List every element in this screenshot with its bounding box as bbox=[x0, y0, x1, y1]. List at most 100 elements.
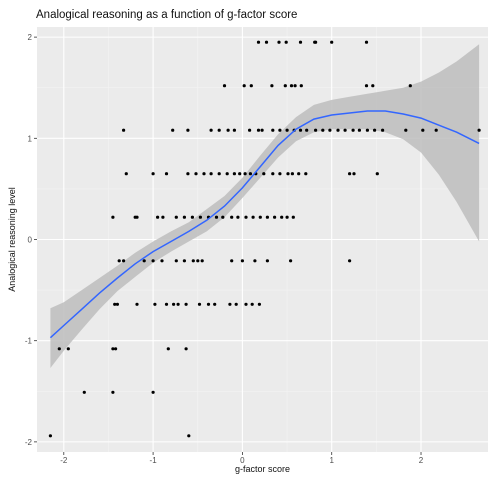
data-point bbox=[221, 215, 225, 219]
data-point bbox=[232, 172, 236, 176]
data-point bbox=[348, 259, 352, 263]
data-point bbox=[142, 259, 146, 263]
x-tick-label: -2 bbox=[60, 456, 68, 465]
data-point bbox=[184, 347, 188, 351]
x-axis-title: g-factor score bbox=[235, 464, 290, 474]
data-point bbox=[222, 84, 227, 88]
data-point bbox=[248, 172, 252, 176]
data-point bbox=[289, 84, 294, 88]
data-point bbox=[328, 128, 332, 132]
data-point bbox=[182, 215, 186, 219]
data-point bbox=[111, 390, 115, 394]
x-tick-label: 2 bbox=[419, 456, 424, 465]
data-point bbox=[209, 172, 213, 176]
data-point bbox=[240, 259, 244, 263]
data-point bbox=[286, 172, 290, 176]
data-point bbox=[114, 347, 118, 351]
data-point bbox=[164, 302, 169, 306]
data-point bbox=[161, 215, 165, 219]
data-point bbox=[230, 215, 234, 219]
data-point bbox=[151, 259, 155, 263]
data-point bbox=[285, 215, 289, 219]
y-tick-label: 0 bbox=[28, 236, 33, 245]
y-tick-label: 1 bbox=[28, 134, 33, 143]
data-point bbox=[256, 40, 261, 44]
data-point bbox=[122, 128, 126, 132]
smooth-line bbox=[49, 110, 480, 339]
data-point bbox=[164, 172, 169, 176]
data-point bbox=[111, 347, 115, 351]
data-point bbox=[343, 128, 347, 132]
data-point bbox=[217, 128, 221, 132]
data-point bbox=[298, 128, 303, 132]
data-point bbox=[253, 259, 257, 263]
data-point bbox=[304, 172, 308, 176]
data-point bbox=[248, 128, 252, 132]
data-point bbox=[115, 302, 119, 306]
data-point bbox=[249, 84, 253, 88]
data-point bbox=[151, 390, 155, 394]
data-point bbox=[352, 172, 356, 176]
data-point bbox=[299, 84, 303, 88]
data-point bbox=[160, 259, 164, 263]
data-point bbox=[280, 215, 284, 219]
data-point bbox=[197, 302, 202, 306]
y-axis-ticks: -2 -1 0 1 2 bbox=[25, 33, 37, 447]
data-point bbox=[371, 84, 375, 88]
y-tick-label: -2 bbox=[25, 438, 33, 447]
data-point bbox=[404, 128, 408, 132]
data-point bbox=[226, 128, 230, 132]
data-point bbox=[314, 40, 318, 44]
data-point bbox=[135, 215, 139, 219]
data-point bbox=[57, 347, 61, 351]
data-point bbox=[364, 40, 369, 44]
y-tick-label: -1 bbox=[25, 337, 33, 346]
data-point bbox=[238, 172, 242, 176]
data-point bbox=[206, 302, 211, 306]
data-point bbox=[244, 215, 248, 219]
data-point bbox=[228, 302, 232, 306]
confidence-band bbox=[50, 44, 480, 368]
data-point bbox=[196, 259, 200, 263]
data-point bbox=[117, 259, 121, 263]
data-point bbox=[305, 128, 309, 132]
data-point bbox=[278, 172, 282, 176]
data-point bbox=[151, 172, 155, 176]
data-point bbox=[271, 128, 275, 132]
data-point bbox=[171, 128, 175, 132]
data-point bbox=[176, 302, 180, 306]
data-point bbox=[209, 128, 213, 132]
data-point bbox=[194, 172, 198, 176]
data-point bbox=[381, 128, 385, 132]
data-point bbox=[290, 172, 294, 176]
data-point bbox=[225, 172, 229, 176]
data-point bbox=[48, 434, 53, 438]
data-point bbox=[278, 128, 282, 132]
data-point bbox=[236, 215, 240, 219]
data-point bbox=[257, 302, 261, 306]
data-point bbox=[256, 128, 261, 132]
data-point bbox=[166, 347, 170, 351]
data-point bbox=[242, 84, 246, 88]
data-point bbox=[262, 172, 266, 176]
data-point bbox=[277, 40, 281, 44]
data-point bbox=[156, 215, 160, 219]
data-point bbox=[174, 259, 178, 263]
data-point bbox=[66, 347, 70, 351]
data-point bbox=[258, 215, 262, 219]
data-point bbox=[364, 84, 369, 88]
data-point bbox=[434, 128, 438, 132]
data-point bbox=[421, 128, 425, 132]
data-point bbox=[271, 172, 275, 176]
data-point bbox=[186, 172, 190, 176]
data-point bbox=[251, 215, 255, 219]
data-point bbox=[285, 128, 289, 132]
data-point bbox=[330, 40, 334, 44]
data-point bbox=[153, 302, 157, 306]
data-point bbox=[198, 215, 202, 219]
data-point bbox=[243, 172, 247, 176]
data-point bbox=[234, 302, 238, 306]
data-point bbox=[365, 128, 369, 132]
data-point bbox=[289, 259, 293, 263]
confidence-band-layer bbox=[50, 44, 480, 368]
